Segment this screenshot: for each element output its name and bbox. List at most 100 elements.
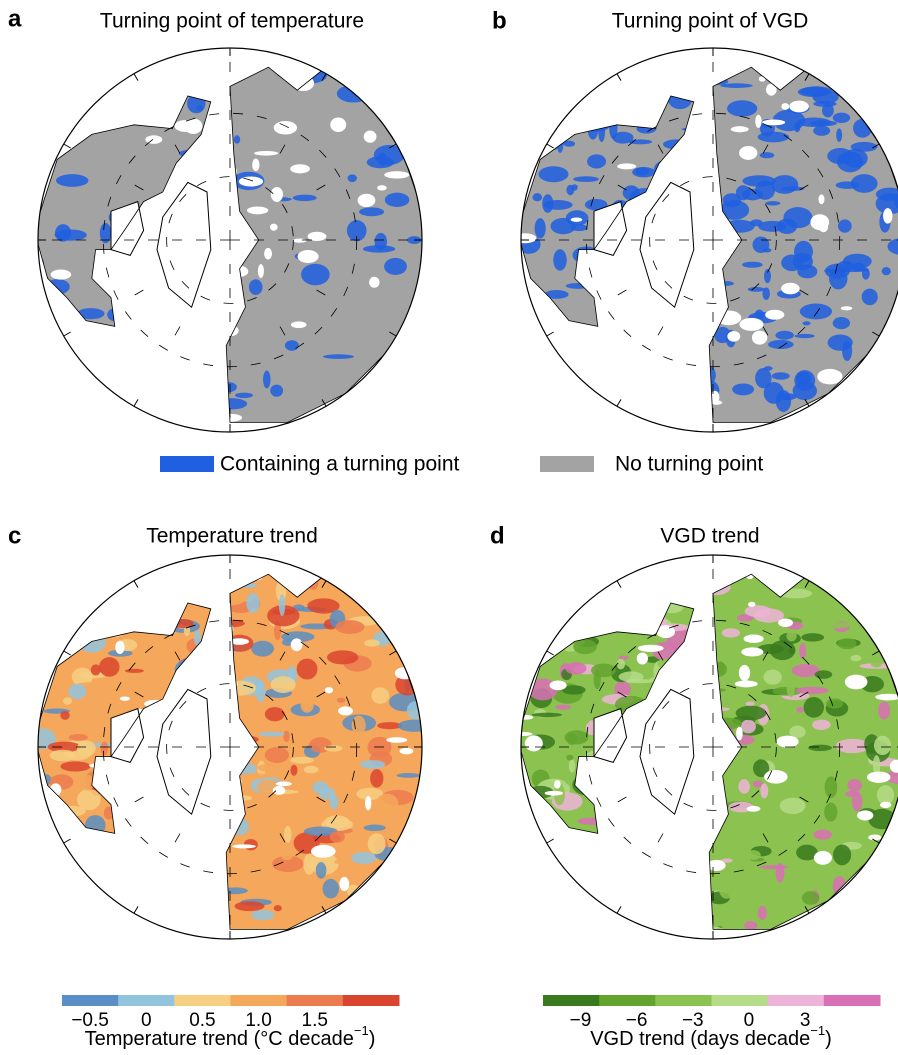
land-patch bbox=[225, 698, 231, 708]
blank-patch bbox=[339, 877, 349, 891]
frame-tick bbox=[64, 839, 71, 843]
land-patch bbox=[117, 877, 141, 893]
land-patch bbox=[767, 575, 800, 588]
colorbar-tick-label: −9 bbox=[570, 1010, 592, 1031]
land-patch bbox=[636, 601, 649, 612]
land bbox=[513, 44, 898, 432]
colorbar-label-superscript: −1 bbox=[810, 1023, 825, 1038]
land-patch bbox=[571, 184, 577, 190]
blank-patch bbox=[338, 706, 353, 715]
frame-tick bbox=[134, 581, 138, 588]
land-patch bbox=[207, 565, 233, 586]
blank-patch bbox=[120, 697, 130, 701]
land-patch bbox=[852, 792, 863, 812]
land-patch bbox=[760, 783, 768, 798]
land-patch bbox=[732, 383, 754, 395]
colorbar-label: Temperature trend (°C decade−1) bbox=[85, 1023, 376, 1050]
land-patch bbox=[211, 729, 240, 742]
land-patch bbox=[798, 87, 830, 97]
land-patch bbox=[322, 707, 329, 725]
land-patch bbox=[370, 769, 383, 787]
frame-tick bbox=[547, 839, 554, 843]
blank-patch bbox=[558, 332, 580, 346]
land-patch bbox=[775, 331, 794, 340]
land-patch bbox=[325, 815, 350, 828]
land-patch bbox=[874, 736, 891, 755]
land-patch bbox=[592, 101, 601, 121]
land-patch bbox=[63, 697, 72, 705]
land-patch bbox=[752, 237, 769, 253]
blank-patch bbox=[664, 893, 673, 909]
frame-tick bbox=[134, 74, 138, 81]
land-patch bbox=[532, 713, 562, 717]
land-patch bbox=[145, 836, 169, 855]
land-patch bbox=[656, 891, 665, 910]
blank-patch bbox=[311, 845, 336, 858]
land-patch bbox=[329, 795, 338, 809]
land-patch bbox=[694, 273, 723, 285]
land-patch bbox=[348, 174, 357, 182]
land-patch bbox=[800, 303, 832, 319]
land-patch bbox=[80, 871, 102, 885]
land-patch bbox=[544, 290, 568, 299]
land-patch bbox=[635, 167, 649, 175]
blank-patch bbox=[741, 647, 763, 656]
blank-patch bbox=[550, 680, 567, 690]
colorbar-segment bbox=[768, 995, 825, 1006]
land-patch bbox=[179, 149, 210, 157]
land-patch bbox=[185, 657, 213, 676]
land-patch bbox=[178, 677, 187, 690]
land-patch bbox=[760, 876, 788, 885]
land-patch bbox=[138, 315, 167, 325]
blank-patch bbox=[619, 317, 643, 331]
land-patch bbox=[101, 742, 109, 756]
frame-tick bbox=[617, 906, 621, 913]
blank-patch bbox=[810, 214, 829, 230]
land-patch bbox=[322, 879, 339, 899]
land-patch bbox=[594, 669, 601, 689]
land-patch bbox=[671, 161, 677, 166]
blank-patch bbox=[330, 118, 346, 132]
land-patch bbox=[553, 249, 566, 271]
land-patch bbox=[691, 378, 709, 394]
blank-patch bbox=[814, 851, 832, 865]
land-patch bbox=[786, 630, 796, 641]
land-patch bbox=[748, 287, 765, 292]
land-patch bbox=[210, 794, 218, 809]
panel-title: VGD trend bbox=[660, 525, 759, 548]
land-patch bbox=[664, 356, 678, 374]
blank-patch bbox=[270, 224, 278, 231]
land-patch bbox=[263, 371, 270, 389]
blank-patch bbox=[156, 324, 166, 336]
frame-tick bbox=[64, 144, 71, 148]
land-patch bbox=[209, 565, 225, 575]
land-patch bbox=[851, 174, 878, 193]
blank-patch bbox=[845, 675, 868, 690]
blank-patch bbox=[161, 66, 170, 73]
land-patch bbox=[638, 291, 654, 296]
land-patch bbox=[186, 675, 205, 685]
land-patch bbox=[56, 174, 88, 187]
blank-patch bbox=[273, 786, 286, 795]
land-patch bbox=[594, 594, 625, 608]
land-patch bbox=[617, 659, 625, 670]
land-patch bbox=[681, 655, 710, 677]
land-patch bbox=[106, 90, 113, 110]
colorbar-segment bbox=[599, 995, 656, 1006]
land-patch bbox=[755, 368, 772, 388]
land-patch bbox=[120, 764, 150, 777]
land-patch bbox=[334, 859, 342, 863]
blank-patch bbox=[69, 343, 91, 347]
land-patch bbox=[560, 328, 584, 344]
land-patch bbox=[815, 670, 833, 679]
land-patch bbox=[232, 795, 252, 801]
land-patch bbox=[88, 629, 97, 634]
land-patch bbox=[573, 626, 604, 634]
land-patch bbox=[833, 317, 850, 329]
land-patch bbox=[249, 279, 263, 295]
land-patch bbox=[836, 739, 870, 753]
land-patch bbox=[826, 698, 843, 708]
blank-patch bbox=[293, 238, 307, 242]
land-patch bbox=[196, 876, 217, 885]
land-patch bbox=[837, 638, 856, 649]
